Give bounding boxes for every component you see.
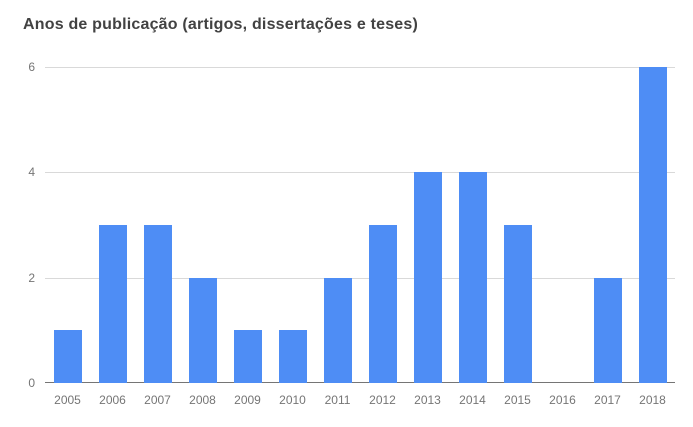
bar — [143, 225, 172, 383]
bar — [188, 277, 217, 383]
x-axis-label: 2016 — [549, 393, 576, 407]
x-axis-label: 2015 — [504, 393, 531, 407]
y-axis-label: 6 — [28, 60, 35, 74]
bar-slot — [270, 67, 315, 383]
x-axis-label: 2008 — [189, 393, 216, 407]
bar — [413, 172, 442, 383]
chart-title: Anos de publicação (artigos, dissertaçõe… — [23, 16, 419, 33]
gridline — [45, 172, 675, 174]
gridline — [45, 277, 675, 279]
bar — [368, 225, 397, 383]
y-axis-label: 4 — [28, 165, 35, 180]
plot-column: 2005 2006 2007 2008 2009 2010 2011 2012 2013 2014… — [45, 67, 675, 427]
x-axis-label: 2012 — [369, 393, 396, 407]
x-axis: 2005 2006 2007 2008 2009 2010 2011 2012 2013 2014… — [45, 383, 675, 427]
x-axis-label: 2006 — [99, 393, 126, 407]
bar-slot — [360, 67, 405, 383]
bar-slot — [630, 67, 675, 383]
bar — [98, 225, 127, 383]
bar-slot — [405, 67, 450, 383]
y-axis: 0 2 4 6 — [0, 61, 45, 389]
bar-slot — [495, 67, 540, 383]
bar-slot — [90, 67, 135, 383]
x-axis-label: 2009 — [234, 393, 261, 407]
bar — [503, 225, 532, 383]
x-axis-label: 2007 — [144, 393, 171, 407]
bar — [53, 330, 82, 383]
chart-body: 0 2 4 6 2005 2006 2007 2008 2009 2010 2011 2012 201… — [0, 61, 675, 427]
bar-slot — [540, 67, 585, 383]
x-axis-label: 2011 — [324, 393, 351, 407]
bar-slot — [450, 67, 495, 383]
bar — [323, 277, 352, 383]
x-axis-label: 2013 — [414, 393, 441, 407]
y-axis-label: 0 — [28, 376, 35, 390]
bar — [638, 67, 667, 383]
bar-slot — [135, 67, 180, 383]
x-axis-label: 2017 — [594, 393, 621, 407]
bar-slot — [225, 67, 270, 383]
bar-slot — [315, 67, 360, 383]
x-axis-label: 2014 — [459, 393, 486, 407]
bar — [278, 330, 307, 383]
plot-area — [45, 67, 675, 383]
x-axis-line — [45, 382, 675, 383]
bar — [233, 330, 262, 383]
bar — [593, 277, 622, 383]
x-axis-label: 2018 — [639, 393, 666, 407]
bar — [458, 172, 487, 383]
bar-slot — [585, 67, 630, 383]
gridline — [45, 67, 675, 68]
y-axis-label: 2 — [28, 270, 35, 285]
bar-slot — [180, 67, 225, 383]
x-axis-label: 2010 — [279, 393, 306, 407]
x-axis-label: 2005 — [54, 393, 81, 407]
bar-series — [45, 67, 675, 383]
bar-slot — [45, 67, 90, 383]
